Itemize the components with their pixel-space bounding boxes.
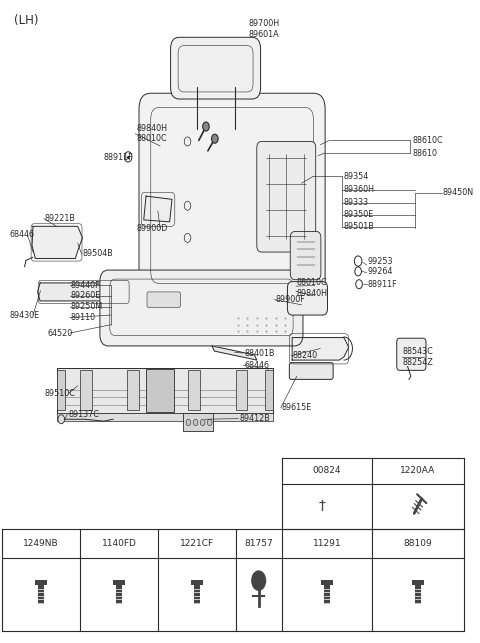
Polygon shape [292,338,348,360]
Bar [412,580,424,585]
Bar [415,585,421,604]
FancyBboxPatch shape [139,93,325,298]
Text: 88911F: 88911F [368,280,397,289]
Text: 89221B: 89221B [45,214,76,223]
FancyBboxPatch shape [257,141,316,252]
Text: 88610: 88610 [412,149,437,158]
Text: 1249NB: 1249NB [24,539,59,548]
Text: 89350E: 89350E [344,210,374,219]
Circle shape [251,570,266,591]
Bar [57,370,65,410]
Text: 89615E: 89615E [282,403,312,412]
Bar [35,580,48,585]
Polygon shape [212,346,257,360]
Circle shape [186,419,191,426]
Text: 89900D: 89900D [137,224,168,233]
Text: 89900F: 89900F [275,295,305,304]
Circle shape [58,415,64,424]
Text: 88543C
88254Z: 88543C 88254Z [403,347,433,367]
FancyBboxPatch shape [100,270,303,346]
Text: 11291: 11291 [312,539,341,548]
Text: 89501B: 89501B [344,222,375,231]
FancyBboxPatch shape [147,292,180,307]
Text: 89450N: 89450N [443,188,474,197]
Text: 89354: 89354 [344,172,369,181]
Bar [193,585,200,604]
Text: 81757: 81757 [244,539,273,548]
Text: 00824: 00824 [313,466,341,475]
Text: 89412B: 89412B [240,414,270,423]
FancyBboxPatch shape [170,37,261,99]
Bar [127,370,139,410]
Circle shape [207,419,212,426]
Circle shape [200,419,205,426]
Text: 88109: 88109 [404,539,432,548]
Text: 89440F: 89440F [71,281,100,290]
Bar [146,369,174,412]
Bar [191,580,203,585]
Text: 1220AA: 1220AA [400,466,435,475]
Bar [57,368,273,413]
Text: 89260E: 89260E [71,291,101,300]
Text: 88240: 88240 [292,351,317,360]
Text: 88401B: 88401B [244,349,275,358]
Text: 89700H
89601A: 89700H 89601A [248,19,279,39]
Polygon shape [38,283,130,301]
FancyBboxPatch shape [290,231,321,280]
Bar [57,413,273,421]
Bar [189,370,200,410]
Bar [324,585,330,604]
Bar [116,585,122,604]
Text: 68446: 68446 [244,361,269,370]
Text: 64520: 64520 [47,329,72,338]
Text: 89510C: 89510C [45,389,76,398]
Text: 1140FD: 1140FD [102,539,136,548]
Text: 88610C: 88610C [412,136,443,145]
Bar [113,580,125,585]
Text: 89250M: 89250M [71,302,103,311]
Text: 89110: 89110 [71,313,96,322]
Text: 89504B: 89504B [83,249,113,258]
Polygon shape [144,196,172,222]
Text: 68446: 68446 [10,230,35,239]
Text: 88010C
89840H: 88010C 89840H [297,278,328,298]
Circle shape [203,122,209,131]
FancyBboxPatch shape [288,282,327,315]
Text: †: † [319,499,326,513]
Bar [236,370,247,410]
FancyBboxPatch shape [289,363,333,379]
Text: 88911F: 88911F [104,153,133,162]
Text: 89333: 89333 [344,198,369,207]
Bar [321,580,333,585]
Text: 89430E: 89430E [10,311,39,320]
Text: 89840H
88010C: 89840H 88010C [137,124,168,143]
Polygon shape [32,226,83,258]
Text: 99253
99264: 99253 99264 [368,257,393,276]
Bar [80,370,92,410]
FancyBboxPatch shape [397,338,426,370]
Bar [183,413,214,431]
Bar [38,585,44,604]
Text: 89137C: 89137C [68,410,99,419]
Circle shape [193,419,198,426]
Circle shape [212,134,218,143]
Text: (LH): (LH) [14,14,38,27]
Bar [265,370,273,410]
Text: 1221CF: 1221CF [180,539,214,548]
Text: 89360H: 89360H [344,185,375,194]
